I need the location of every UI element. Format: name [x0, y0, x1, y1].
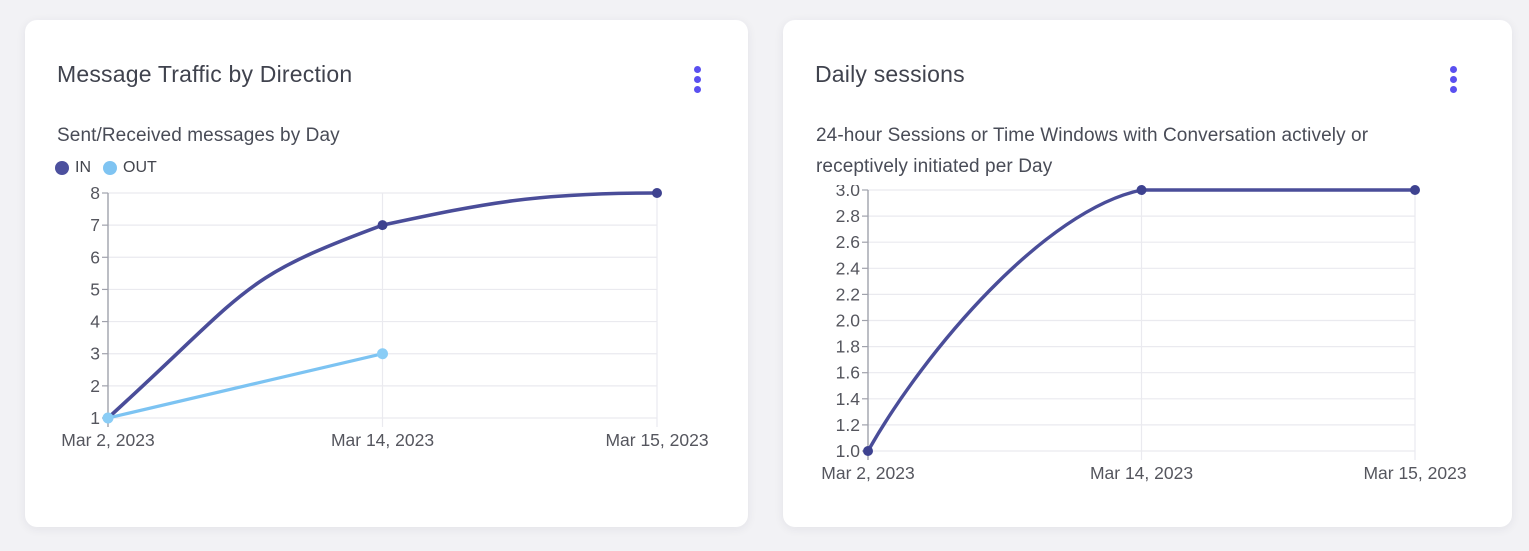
card-title: Daily sessions — [815, 61, 965, 87]
y-axis-tick-label: 2.6 — [836, 232, 860, 252]
data-point[interactable] — [1410, 185, 1420, 195]
y-axis-tick-label: 2.0 — [836, 311, 861, 331]
y-axis-tick-label: 1.8 — [836, 337, 860, 357]
kebab-dot — [1449, 85, 1457, 93]
y-axis-tick-label: 5 — [90, 279, 100, 299]
legend-dot-out-icon — [103, 161, 117, 175]
data-point[interactable] — [652, 188, 662, 198]
data-point[interactable] — [1136, 185, 1147, 195]
data-point[interactable] — [102, 412, 114, 424]
x-axis-tick-label: Mar 2, 2023 — [61, 430, 154, 450]
series-line-out — [106, 352, 385, 420]
x-axis-tick-label: Mar 15, 2023 — [1363, 463, 1466, 483]
x-axis-tick-label: Mar 2, 2023 — [821, 463, 914, 483]
legend-item-out[interactable]: OUT — [103, 159, 157, 177]
gridlines — [862, 189, 1416, 460]
data-point[interactable] — [377, 348, 388, 360]
kebab-dot — [693, 65, 701, 73]
y-axis-tick-label: 1 — [90, 408, 100, 428]
legend-label: OUT — [123, 159, 157, 176]
card-subtitle: Sent/Received messages by Day — [57, 125, 340, 146]
y-axis-tick-label: 1.2 — [836, 415, 860, 435]
y-axis-tick-label: 2.8 — [836, 206, 860, 226]
y-axis-tick-label: 1.6 — [836, 363, 860, 383]
message-traffic-line-chart: 1 2 3 4 5 6 7 8 Mar 2, 2023 Mar 14, 2023 Mar 15, 2… — [61, 185, 708, 450]
chart-legend: IN OUT — [55, 159, 157, 177]
y-axis-tick-label: 2.2 — [836, 284, 860, 304]
kebab-dot — [693, 75, 701, 83]
daily-sessions-card: Daily sessions 24-hour Sessions or Time … — [783, 20, 1512, 527]
y-axis-tick-label: 3.0 — [836, 185, 861, 200]
data-point[interactable] — [863, 446, 873, 456]
card-title: Message Traffic by Direction — [57, 61, 353, 87]
message-traffic-card: Message Traffic by Direction Sent/Receiv… — [25, 20, 748, 527]
kebab-dot — [693, 85, 701, 93]
y-axis-tick-label: 8 — [90, 185, 100, 203]
x-axis-tick-label: Mar 15, 2023 — [605, 430, 708, 450]
kebab-menu-icon[interactable] — [1441, 62, 1465, 102]
legend-label: IN — [75, 159, 91, 176]
daily-sessions-line-chart: 1.0 1.2 1.4 1.6 1.8 2.0 2.2 2.4 2.6 2.8 3.0 Mar 2, … — [821, 185, 1467, 483]
kebab-dot — [1449, 75, 1457, 83]
y-axis-tick-label: 7 — [90, 215, 100, 235]
kebab-dot — [1449, 65, 1457, 73]
legend-item-in[interactable]: IN — [55, 159, 91, 177]
legend-dot-in-icon — [55, 161, 69, 175]
y-axis-tick-label: 2 — [90, 376, 100, 396]
y-axis-tick-label: 6 — [90, 247, 100, 267]
x-axis-tick-label: Mar 14, 2023 — [1090, 463, 1193, 483]
series-line-in — [106, 191, 659, 420]
y-axis-tick-label: 3 — [90, 344, 100, 364]
kebab-menu-icon[interactable] — [685, 62, 709, 102]
data-point[interactable] — [377, 220, 388, 231]
y-axis-tick-label: 1.4 — [836, 389, 861, 409]
y-axis-tick-label: 2.4 — [836, 258, 861, 278]
y-axis-tick-label: 4 — [90, 312, 100, 332]
series-line-daily-sessions — [866, 188, 1417, 453]
y-axis-tick-label: 1.0 — [836, 441, 861, 461]
x-axis-tick-label: Mar 14, 2023 — [331, 430, 434, 450]
card-subtitle: 24-hour Sessions or Time Windows with Co… — [816, 125, 1369, 177]
